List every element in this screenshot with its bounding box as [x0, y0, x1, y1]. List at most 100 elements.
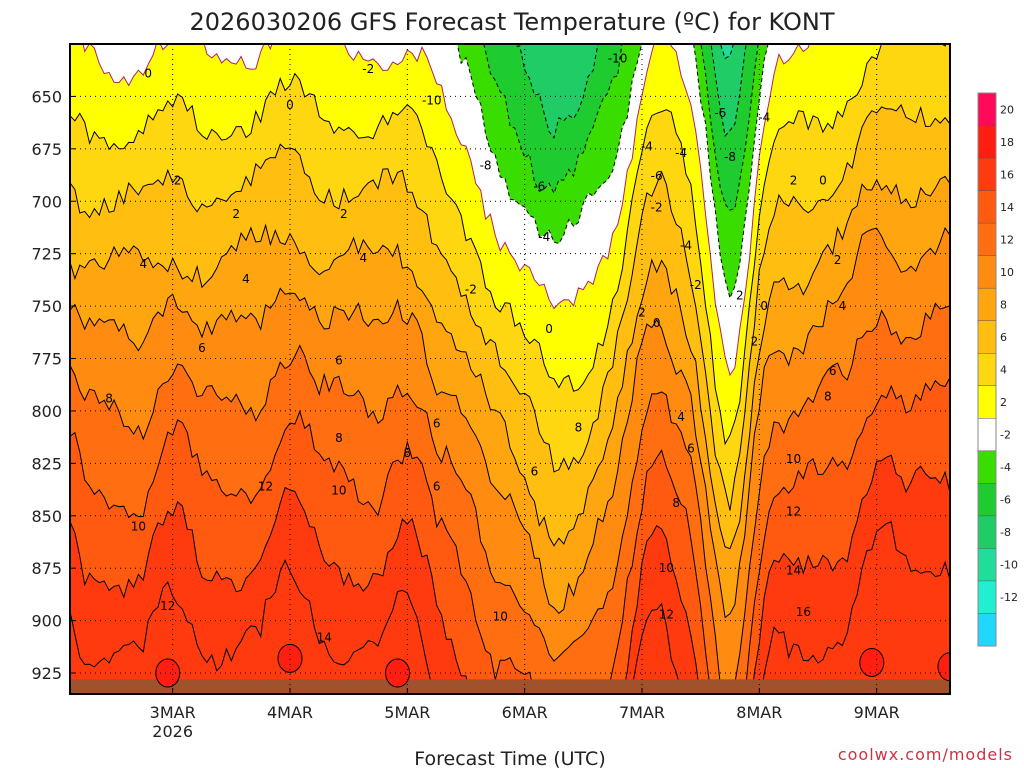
contour-label: 6 [687, 442, 695, 456]
colorbar-swatch [978, 483, 996, 517]
colorbar-label: 16 [1000, 168, 1014, 181]
y-tick-label: 725 [31, 245, 62, 264]
contour-label: 0 [545, 322, 553, 336]
y-tick-label: 925 [31, 664, 62, 683]
contour-label: 10 [331, 484, 346, 498]
contour-label: 4 [242, 272, 250, 286]
contour-label: 14 [786, 563, 801, 577]
contour-label: 8 [575, 421, 583, 435]
contour-label: 8 [335, 431, 343, 445]
contour-label: 2 [174, 173, 182, 187]
x-axis-label: Forecast Time (UTC) [414, 748, 605, 768]
colorbar-label: 10 [1000, 266, 1014, 279]
colorbar-label: 8 [1000, 298, 1007, 311]
y-tick-label: 850 [31, 507, 62, 526]
credit-text: coolwx.com/models [838, 745, 1013, 764]
contour-label: -4 [641, 140, 653, 154]
y-tick-label: 650 [31, 87, 62, 106]
colorbar-swatch [978, 515, 996, 549]
contour-label: -4 [538, 230, 550, 244]
contour-label: 6 [335, 354, 343, 368]
contour-label: 8 [105, 391, 113, 405]
contour-label: -6 [533, 180, 545, 194]
contour-label: 6 [433, 417, 441, 431]
colorbar-label: 2 [1000, 396, 1007, 409]
contour-label: 10 [659, 561, 674, 575]
colorbar-swatch [978, 613, 996, 647]
y-tick-label: 750 [31, 297, 62, 316]
colorbar-label: 20 [1000, 103, 1014, 116]
contour-label: -2 [651, 201, 663, 215]
contour-label: -4 [758, 110, 770, 124]
contour-label: -6 [714, 106, 726, 120]
colorbar-label: -2 [1000, 429, 1011, 442]
contour-label: -8 [724, 150, 736, 164]
contour-label: 8 [672, 496, 680, 510]
colorbar-swatch [978, 418, 996, 452]
colorbar-label: 4 [1000, 364, 1007, 377]
contour-label: 0 [144, 66, 152, 80]
contour-label: 2 [232, 207, 240, 221]
terrain [70, 679, 950, 694]
contour-label: -6 [651, 169, 663, 183]
contour-label: 8 [404, 446, 412, 460]
plot-area: 6506757007257507758008258508759009253MAR… [31, 43, 951, 741]
colorbar-label: -10 [1000, 559, 1018, 572]
x-tick-label: 6MAR [502, 703, 548, 722]
contour-label: -10 [608, 52, 628, 66]
contour-label: 16 [796, 605, 811, 619]
contour-label: -10 [422, 94, 442, 108]
contour-label: 0 [819, 173, 827, 187]
x-tick-label: 8MAR [736, 703, 782, 722]
colorbar-label: -6 [1000, 494, 1011, 507]
contour-label: 10 [493, 609, 508, 623]
plot-frame [69, 43, 951, 695]
colorbar-swatch [978, 320, 996, 354]
y-tick-label: 900 [31, 612, 62, 631]
contour-label: 0 [653, 316, 661, 330]
contour-label: 10 [786, 452, 801, 466]
colorbar-swatch [978, 450, 996, 484]
colorbar-label: 14 [1000, 201, 1014, 214]
contour-label: -2 [362, 62, 374, 76]
colorbar-swatch [978, 190, 996, 224]
contour-label: -2 [690, 278, 702, 292]
contour-label: 4 [839, 299, 847, 313]
contour-label: 12 [659, 607, 674, 621]
contour-label: 12 [258, 479, 273, 493]
y-tick-label: 800 [31, 402, 62, 421]
colorbar: 20 18 16 14 12 10 8 6 4 2 -2 -4 -6 -8 -10 -12 [977, 92, 1018, 647]
contour-label: 2 [736, 289, 744, 303]
contour-label: 6 [433, 479, 441, 493]
colorbar-swatch [978, 548, 996, 582]
y-tick-label: 700 [31, 192, 62, 211]
colorbar-label: -12 [1000, 591, 1018, 604]
contour-label: 12 [786, 505, 801, 519]
contour-label: -4 [675, 146, 687, 160]
x-tick-label: 9MAR [854, 703, 900, 722]
colorbar-swatch [978, 353, 996, 387]
colorbar-label: 18 [1000, 136, 1014, 149]
contour-label: -4 [680, 238, 692, 252]
contour-label: 6 [531, 465, 539, 479]
temperature-field [70, 44, 950, 694]
colorbar-swatch [978, 288, 996, 322]
colorbar-label: -4 [1000, 461, 1011, 474]
y-tick-label: 675 [31, 140, 62, 159]
colorbar-label: -8 [1000, 526, 1011, 539]
colorbar-label: 12 [1000, 233, 1014, 246]
contour-label: 12 [160, 599, 175, 613]
contour-label: 2 [790, 173, 798, 187]
x-tick-label: 3MAR [150, 703, 196, 722]
colorbar-swatch [978, 158, 996, 192]
colorbar-frame [977, 92, 997, 647]
hot-spot [859, 648, 885, 678]
contour-label: 6 [198, 341, 206, 355]
contour-label: -2 [465, 282, 477, 296]
colorbar-swatch [978, 255, 996, 289]
contour-label: 8 [824, 389, 832, 403]
x-tick-sublabel: 2026 [152, 722, 193, 741]
contour-label: 4 [140, 257, 148, 271]
contour-label: 4 [360, 251, 368, 265]
